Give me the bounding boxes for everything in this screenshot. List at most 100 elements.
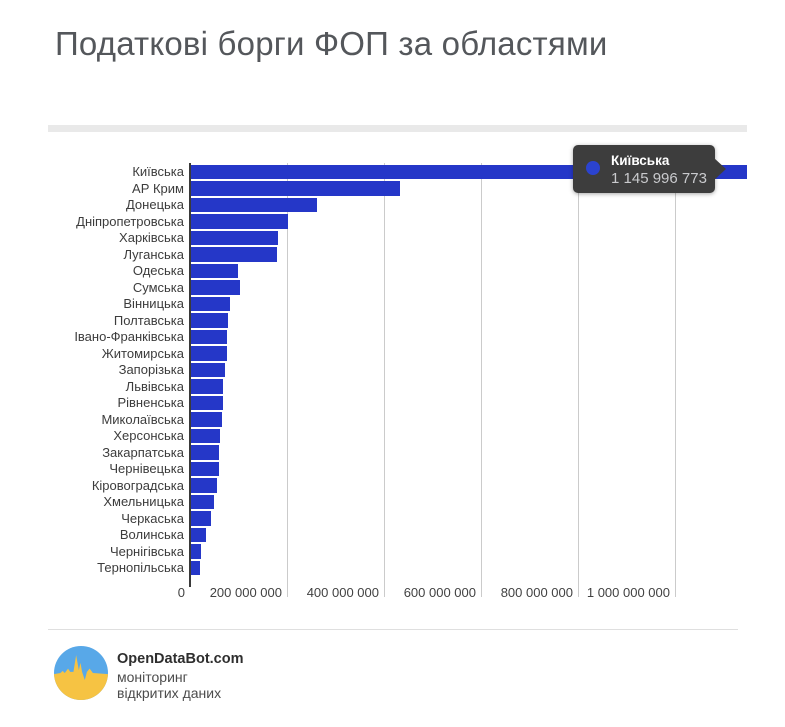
chart-row: Миколаївська	[0, 412, 785, 429]
bar-Кіровоградська[interactable]	[191, 478, 217, 493]
gridline	[578, 163, 579, 597]
page-title: Податкові борги ФОП за областями	[55, 25, 608, 62]
region-label: Запорізька	[118, 362, 184, 377]
bar-Івано-Франківська[interactable]	[191, 329, 227, 344]
bar-Чернігівська[interactable]	[191, 544, 202, 559]
x-axis-tick-label: 0	[177, 585, 185, 600]
series-dot-icon	[586, 161, 600, 175]
chart-row: Харківська	[0, 230, 785, 247]
region-label: Чернігівська	[109, 543, 184, 559]
region-label: Луганська	[123, 246, 184, 262]
chart-row: Кіровоградська	[0, 478, 785, 495]
chart-row: Вінницька	[0, 296, 785, 313]
chart-row: Львівська	[0, 379, 785, 396]
region-label: Херсонська	[113, 428, 184, 443]
bar-Миколаївська[interactable]	[191, 412, 222, 427]
region-label: Житомирська	[101, 345, 184, 361]
bar-Рівненська[interactable]	[191, 395, 223, 410]
region-label: Закарпатська	[102, 444, 184, 460]
bar-Донецька[interactable]	[191, 197, 317, 212]
bar-Луганська[interactable]	[191, 247, 278, 262]
bar-Чернівецька[interactable]	[191, 461, 219, 476]
chart-row: Тернопільська	[0, 560, 785, 577]
chart-row: АР Крим	[0, 181, 785, 198]
chart-row: Волинська	[0, 527, 785, 544]
tooltip-region-name: Київська	[611, 153, 670, 168]
logo-waveform	[54, 655, 108, 700]
brand-tagline-line2: відкритих даних	[117, 685, 222, 701]
chart-row: Чернігівська	[0, 544, 785, 561]
bar-Житомирська[interactable]	[191, 346, 227, 361]
bar-Харківська[interactable]	[191, 230, 279, 245]
region-label: Рівненська	[117, 395, 184, 410]
region-label: Дніпропетровська	[76, 213, 184, 229]
chart-row: Житомирська	[0, 346, 785, 363]
bar-Одеська[interactable]	[191, 263, 238, 278]
chart-row: Чернівецька	[0, 461, 785, 478]
chart-row: Полтавська	[0, 313, 785, 330]
chart-row: Рівненська	[0, 395, 785, 412]
bar-Хмельницька[interactable]	[191, 494, 215, 509]
chart-row: Сумська	[0, 280, 785, 297]
region-label: Харківська	[119, 230, 184, 245]
gridline	[384, 163, 385, 597]
x-axis-zero-line	[189, 163, 191, 587]
region-label: АР Крим	[132, 180, 184, 196]
title-divider	[48, 125, 747, 132]
x-axis-tick-label: 1 000 000 000	[586, 585, 670, 600]
chart-row: Дніпропетровська	[0, 214, 785, 231]
bar-Полтавська[interactable]	[191, 313, 228, 328]
tooltip-pointer-icon	[714, 158, 726, 180]
bar-Тернопільська[interactable]	[191, 560, 201, 575]
region-label: Івано-Франківська	[74, 329, 184, 344]
gridline	[287, 163, 288, 597]
chart-row: Черкаська	[0, 511, 785, 528]
bar-chart: 0 200 000 000 400 000 000 600 000 000 800 00…	[0, 163, 785, 608]
bar-Волинська[interactable]	[191, 527, 206, 542]
region-label: Чернівецька	[109, 461, 184, 476]
x-axis-tick-label: 200 000 000	[209, 585, 282, 600]
gridline	[481, 163, 482, 597]
region-label: Донецька	[125, 197, 184, 212]
bar-Львівська[interactable]	[191, 379, 223, 394]
chart-row: Хмельницька	[0, 494, 785, 511]
region-label: Миколаївська	[101, 411, 184, 427]
bar-Вінницька[interactable]	[191, 296, 231, 311]
region-label: Тернопільська	[97, 560, 184, 575]
region-label: Одеська	[132, 263, 184, 278]
chart-row: Івано-Франківська	[0, 329, 785, 346]
bar-АР Крим[interactable]	[191, 181, 400, 196]
tooltip-region-value: 1 145 996 773	[611, 170, 707, 187]
brand-tagline-line1: моніторинг	[117, 669, 188, 685]
footer-divider	[48, 629, 738, 630]
region-label: Хмельницька	[103, 494, 184, 509]
region-label: Львівська	[125, 378, 184, 394]
chart-row: Запорізька	[0, 362, 785, 379]
region-label: Київська	[132, 164, 184, 179]
bar-Запорізька[interactable]	[191, 362, 226, 377]
opendatabot-logo-icon	[54, 646, 108, 700]
region-label: Сумська	[132, 279, 184, 295]
gridline	[675, 163, 676, 597]
brand-name[interactable]: OpenDataBot.com	[117, 651, 244, 667]
x-axis-tick-label: 600 000 000	[403, 585, 476, 600]
region-label: Черкаська	[121, 510, 184, 526]
region-label: Кіровоградська	[91, 477, 184, 493]
x-axis-tick-label: 800 000 000	[500, 585, 573, 600]
bar-Дніпропетровська[interactable]	[191, 214, 288, 229]
bar-Черкаська[interactable]	[191, 511, 212, 526]
bar-Закарпатська[interactable]	[191, 445, 219, 460]
chart-row: Закарпатська	[0, 445, 785, 462]
chart-row: Луганська	[0, 247, 785, 264]
x-axis-tick-label: 400 000 000	[306, 585, 379, 600]
bar-Сумська[interactable]	[191, 280, 240, 295]
region-label: Полтавська	[113, 312, 184, 328]
chart-row: Донецька	[0, 197, 785, 214]
chart-row: Херсонська	[0, 428, 785, 445]
region-label: Волинська	[119, 527, 184, 542]
region-label: Вінницька	[123, 296, 184, 311]
bar-Херсонська[interactable]	[191, 428, 220, 443]
chart-row: Одеська	[0, 263, 785, 280]
chart-tooltip: Київська 1 145 996 773	[573, 145, 726, 193]
